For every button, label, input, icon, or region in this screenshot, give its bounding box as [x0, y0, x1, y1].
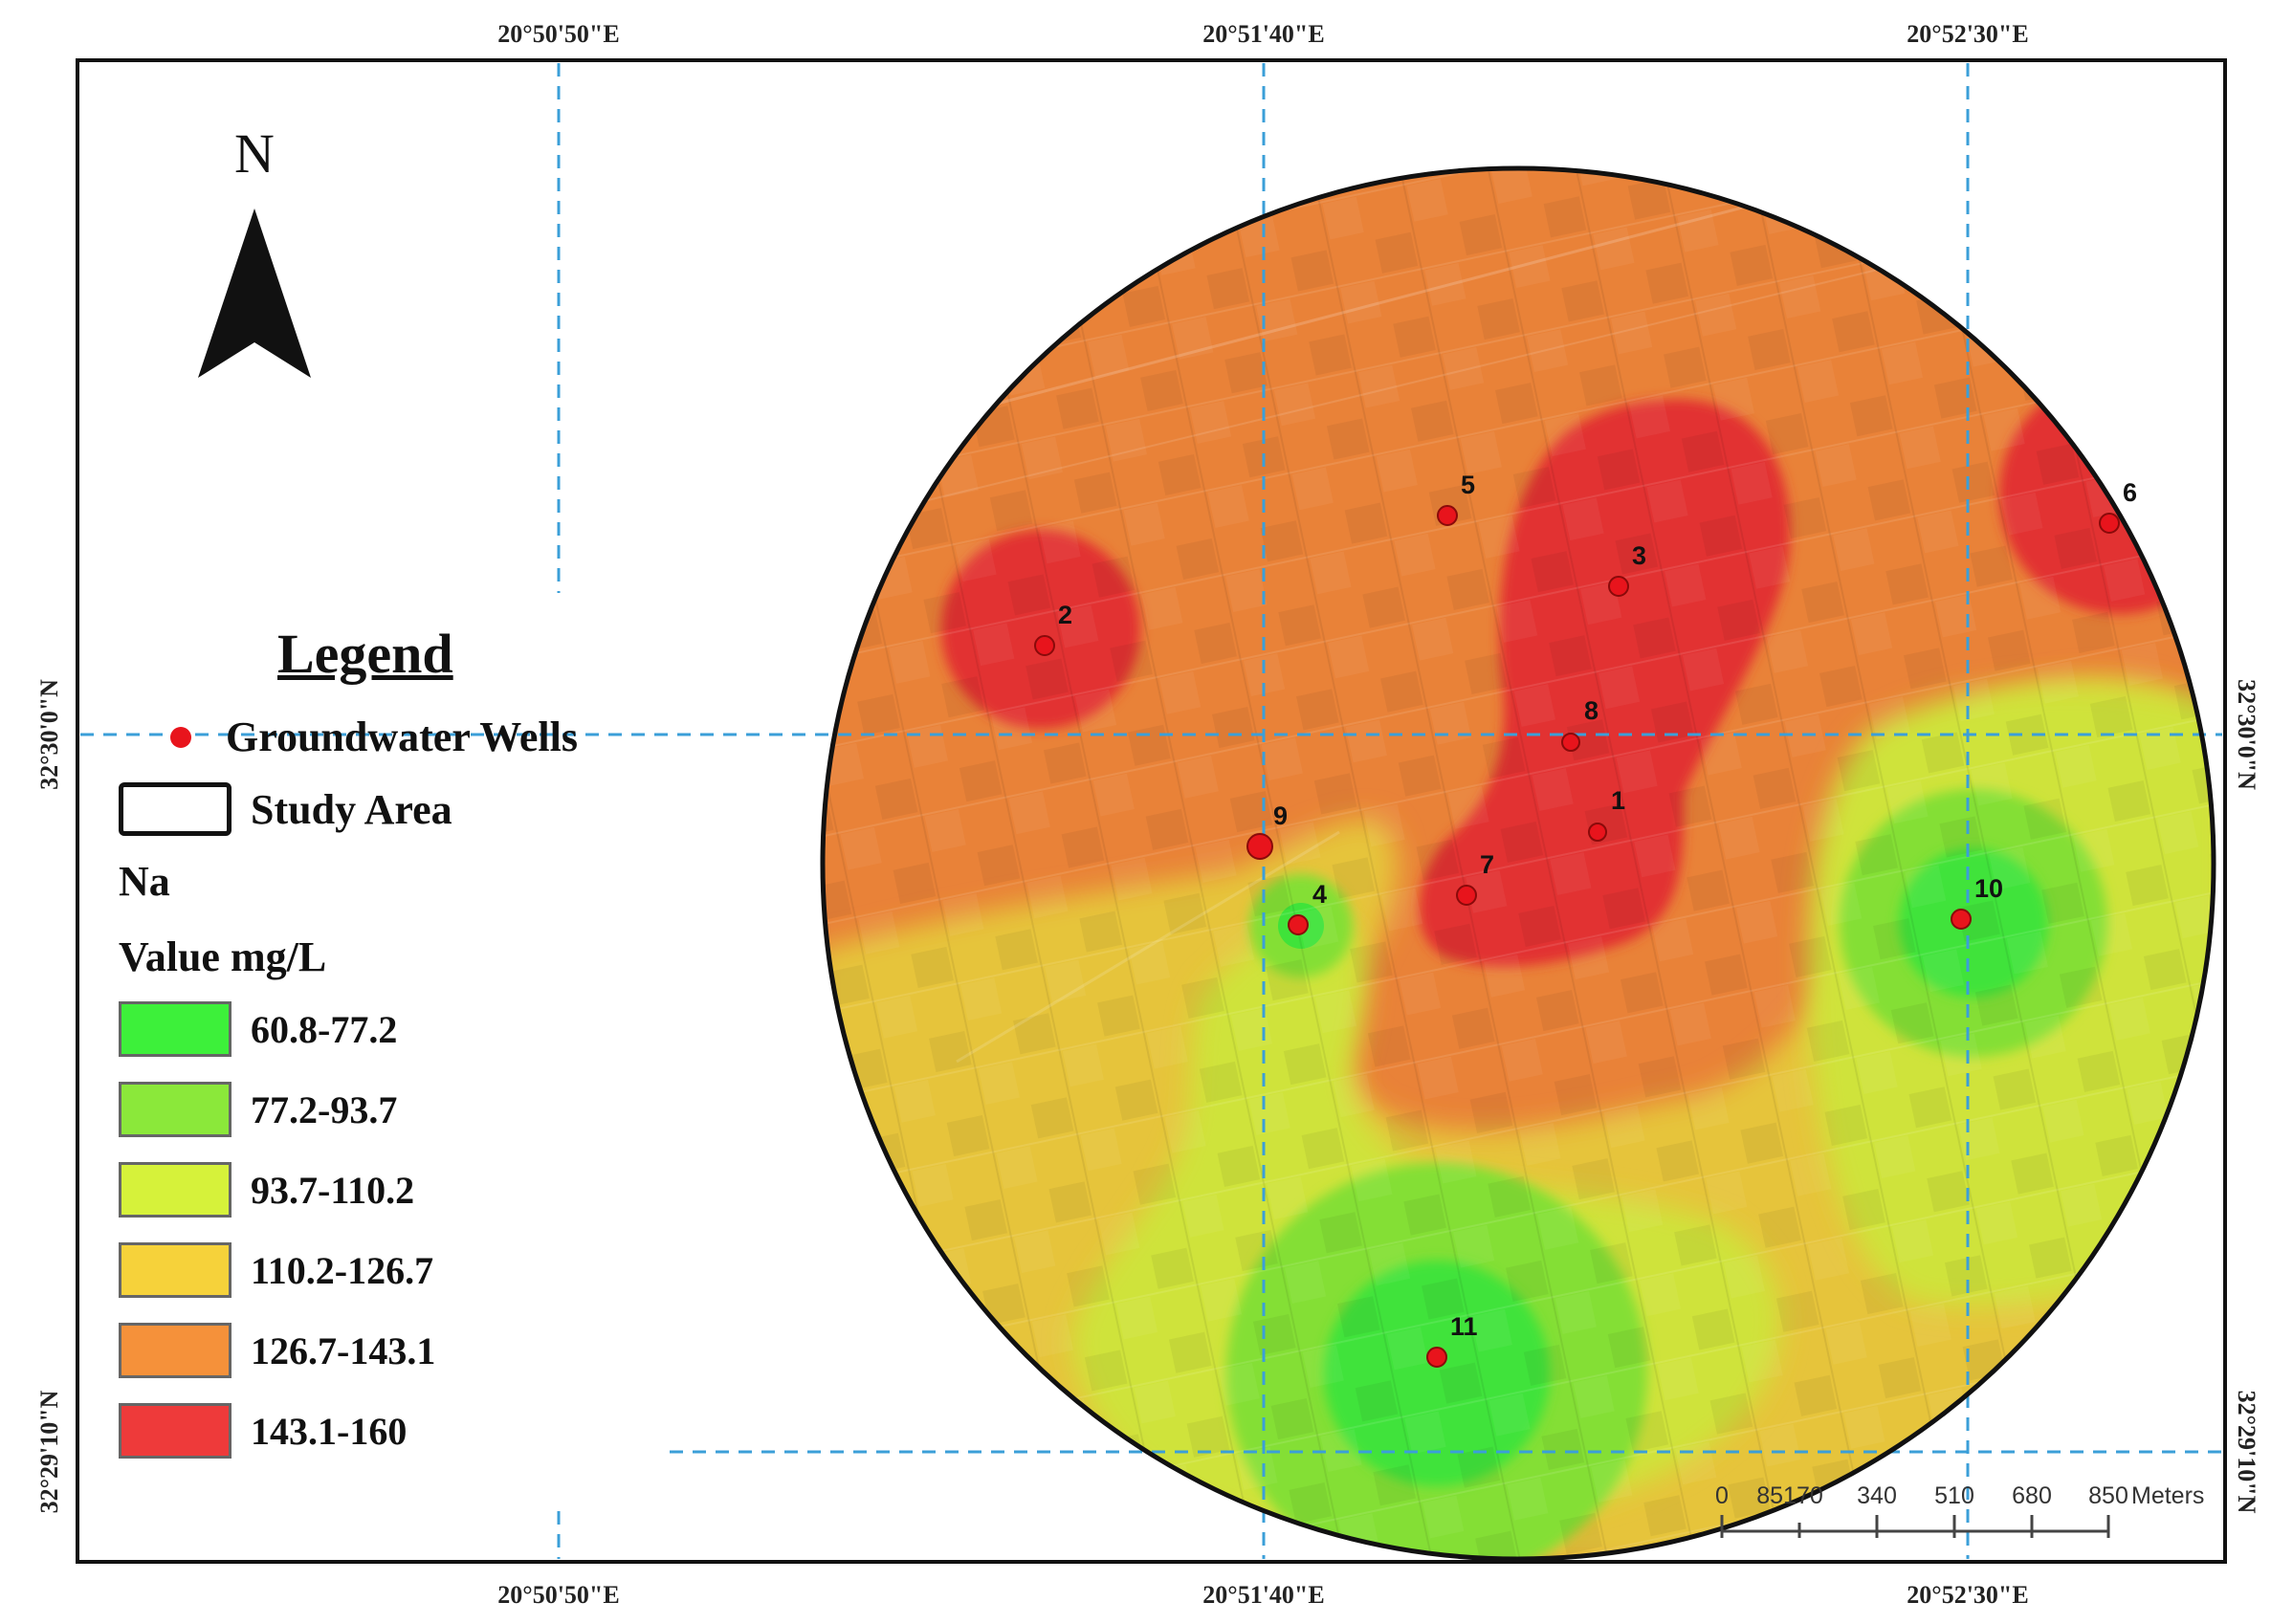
svg-text:3: 3 — [1632, 541, 1646, 570]
svg-text:1: 1 — [1611, 786, 1625, 815]
legend-value-label: Value mg/L — [119, 933, 327, 980]
scale-bar: 0 85170 340 510 680 850 Meters — [1715, 1482, 2204, 1538]
study-area-label: Study Area — [251, 785, 452, 833]
north-arrow-icon: N — [198, 122, 311, 378]
wells-label: Groundwater Wells — [226, 713, 578, 760]
well-6[interactable]: 6 — [2099, 478, 2137, 534]
legend-class-row: 60.8-77.2 — [113, 989, 649, 1069]
well-4[interactable]: 4 — [1288, 880, 1327, 935]
scale-units: Meters — [2131, 1482, 2204, 1509]
left-label-1: 32°30'0"N — [35, 679, 63, 790]
legend-class-label: 110.2-126.7 — [251, 1248, 434, 1292]
svg-text:9: 9 — [1273, 801, 1288, 830]
legend-study-area-row: Study Area — [113, 782, 649, 836]
legend-class-label: 60.8-77.2 — [251, 1007, 398, 1051]
right-label-2: 32°29'10"N — [2233, 1391, 2260, 1514]
well-11[interactable]: 11 — [1426, 1312, 1478, 1368]
well-1[interactable]: 1 — [1588, 786, 1625, 842]
svg-text:2: 2 — [1058, 601, 1072, 629]
satellite-texture — [823, 168, 2214, 1559]
top-label-3: 20°52'30"E — [1907, 20, 2028, 48]
svg-text:7: 7 — [1480, 850, 1494, 879]
legend-title: Legend — [277, 623, 453, 685]
legend-class-label: 126.7-143.1 — [251, 1328, 436, 1372]
svg-text:6: 6 — [2123, 478, 2137, 507]
bottom-label-3: 20°52'30"E — [1907, 1581, 2028, 1609]
well-9[interactable]: 9 — [1246, 801, 1288, 860]
legend-class-row: 93.7-110.2 — [113, 1150, 649, 1230]
study-area-symbol-icon — [119, 782, 232, 836]
legend-class-row: 126.7-143.1 — [113, 1310, 649, 1391]
legend-wells-row: Groundwater Wells — [113, 713, 649, 761]
scale-tick-0: 0 — [1715, 1482, 1729, 1509]
top-label-1: 20°50'50"E — [497, 20, 619, 48]
legend: Legend Groundwater Wells Study Area Na V… — [113, 622, 649, 1471]
north-label: N — [234, 122, 275, 185]
well-8[interactable]: 8 — [1561, 696, 1598, 752]
wells: 1 2 3 4 5 6 7 8 9 10 11 — [1034, 471, 2137, 1368]
scale-tick-4: 680 — [2012, 1482, 2052, 1509]
legend-class-row: 77.2-93.7 — [113, 1069, 649, 1150]
legend-classes: 60.8-77.2 77.2-93.7 93.7-110.2 110.2-126.7 1… — [113, 989, 649, 1471]
right-label-1: 32°30'0"N — [2233, 679, 2260, 790]
na-surface — [823, 168, 2214, 1559]
well-2[interactable]: 2 — [1034, 601, 1072, 656]
svg-text:11: 11 — [1450, 1312, 1478, 1341]
legend-swatch — [119, 1323, 232, 1378]
legend-class-row: 143.1-160 — [113, 1391, 649, 1471]
svg-text:4: 4 — [1312, 880, 1327, 909]
svg-text:8: 8 — [1584, 696, 1598, 725]
legend-class-label: 143.1-160 — [251, 1409, 408, 1453]
well-10[interactable]: 10 — [1951, 874, 2003, 930]
legend-swatch — [119, 1242, 232, 1298]
study-area-outline — [820, 165, 2216, 1562]
legend-class-row: 110.2-126.7 — [113, 1230, 649, 1310]
well-3[interactable]: 3 — [1608, 541, 1646, 597]
svg-text:10: 10 — [1974, 874, 2003, 903]
bottom-label-2: 20°51'40"E — [1202, 1581, 1324, 1609]
legend-variable: Na — [119, 858, 170, 905]
legend-swatch — [119, 1162, 232, 1218]
scale-tick-5: 850 — [2088, 1482, 2128, 1509]
scale-tick-3: 510 — [1934, 1482, 1974, 1509]
svg-text:5: 5 — [1461, 471, 1475, 499]
legend-class-label: 93.7-110.2 — [251, 1168, 415, 1212]
legend-class-label: 77.2-93.7 — [251, 1087, 398, 1131]
well-symbol-icon — [170, 726, 191, 748]
legend-swatch — [119, 1403, 232, 1459]
legend-swatch — [119, 1001, 232, 1057]
scale-tick-1: 85170 — [1756, 1482, 1823, 1509]
left-label-2: 32°29'10"N — [35, 1390, 63, 1513]
bottom-label-1: 20°50'50"E — [497, 1581, 619, 1609]
scale-tick-2: 340 — [1857, 1482, 1897, 1509]
top-label-2: 20°51'40"E — [1202, 20, 1324, 48]
graticule-lines — [80, 63, 2222, 1559]
well-5[interactable]: 5 — [1437, 471, 1475, 526]
well-7[interactable]: 7 — [1456, 850, 1494, 906]
legend-swatch — [119, 1082, 232, 1137]
